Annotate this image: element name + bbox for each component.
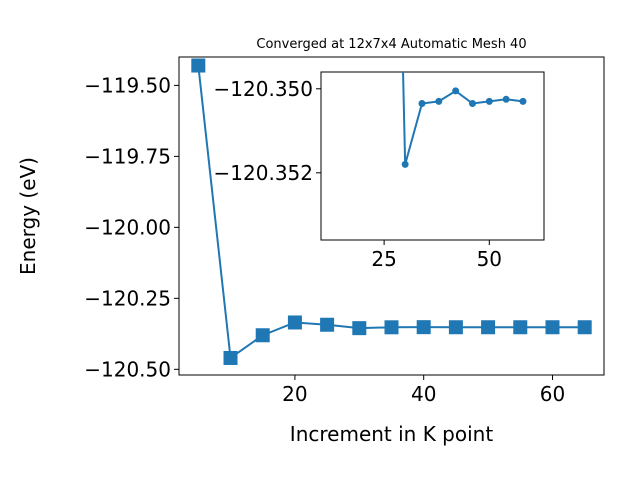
main-data-point — [577, 320, 592, 335]
x-axis-label: Increment in K point — [290, 422, 494, 446]
inset-data-point — [502, 95, 510, 103]
main-y-tick-label: −120.50 — [84, 357, 171, 381]
main-data-point — [255, 328, 270, 343]
main-data-point — [448, 320, 463, 335]
main-data-point — [223, 350, 238, 365]
inset-y-tick-label: −120.352 — [214, 161, 313, 185]
main-plot-area — [191, 58, 592, 365]
inset-data-point — [468, 100, 476, 107]
main-data-point — [320, 317, 335, 332]
main-y-tick-label: −119.75 — [84, 144, 171, 168]
main-data-point — [352, 321, 367, 336]
inset-data-point — [485, 97, 493, 105]
inset-data-point — [435, 97, 443, 105]
main-x-tick-label: 60 — [540, 382, 565, 406]
inset-data-point — [452, 87, 460, 95]
y-axis-label: Energy (eV) — [16, 157, 40, 275]
inset-x-tick-label: 25 — [371, 247, 396, 271]
inset-plot-frame — [320, 71, 545, 241]
main-data-point — [416, 320, 431, 335]
main-plot-frame — [178, 56, 605, 376]
main-data-point — [287, 315, 302, 330]
inset-data-point — [519, 97, 527, 105]
main-data-point — [191, 58, 206, 73]
inset-y-tick-label: −120.350 — [214, 77, 313, 101]
inset-series-line-entry — [402, 72, 407, 165]
main-data-point — [481, 320, 496, 335]
main-y-tick-label: −120.25 — [84, 286, 171, 310]
inset-plot-area — [401, 72, 527, 168]
inset-data-point — [418, 100, 426, 107]
main-axis-ticks: 20 40 60 −119.50 −119.75 −120.00 −120.25 −120.5… — [84, 73, 565, 406]
main-x-tick-label: 40 — [411, 382, 436, 406]
main-data-point — [513, 320, 528, 335]
main-y-tick-label: −119.50 — [84, 73, 171, 97]
main-y-tick-label: −120.00 — [84, 215, 171, 239]
inset-axis-ticks: 25 50 −120.352 −120.350 — [214, 77, 502, 271]
main-data-point — [384, 320, 399, 335]
chart-title: Converged at 12x7x4 Automatic Mesh 40 — [256, 37, 526, 52]
inset-x-tick-label: 50 — [477, 247, 502, 271]
main-data-point — [545, 320, 560, 335]
main-x-tick-label: 20 — [282, 382, 307, 406]
